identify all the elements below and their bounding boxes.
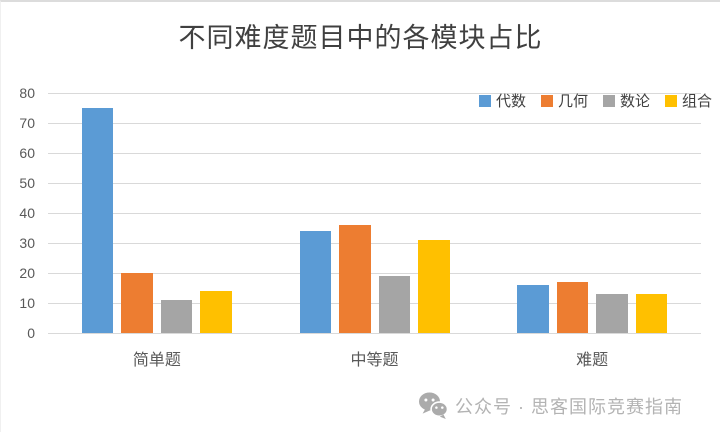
legend-swatch xyxy=(478,94,491,107)
legend: 代数 几何 数论 组合 xyxy=(478,90,712,111)
x-axis-category-label: 难题 xyxy=(576,352,609,369)
bar-组合-难题 xyxy=(635,294,668,333)
bar-几何-难题 xyxy=(556,282,589,333)
wechat-icon xyxy=(418,391,448,420)
legend-swatch xyxy=(664,94,677,107)
bar-代数-难题 xyxy=(517,285,549,333)
y-axis-tick-label: 60 xyxy=(19,145,35,161)
y-axis-tick-label: 10 xyxy=(19,295,35,311)
bar-几何-中等题 xyxy=(339,225,371,333)
legend-label: 组合 xyxy=(681,93,712,110)
legend-label: 数论 xyxy=(619,93,650,110)
legend-item: 几何 xyxy=(540,90,588,111)
gridline xyxy=(48,273,701,274)
footer: 公众号 · 思客国际竞赛指南 xyxy=(418,391,683,420)
y-axis-tick-label: 40 xyxy=(19,205,35,221)
bar-几何-简单题 xyxy=(121,273,153,333)
y-axis-tick-label: 80 xyxy=(19,85,35,101)
bar-数论-简单题 xyxy=(160,300,193,333)
x-axis-category-label: 简单题 xyxy=(132,352,181,369)
x-axis-category-label: 中等题 xyxy=(350,352,399,369)
plot-area xyxy=(48,93,701,334)
y-axis: 0 10 20 30 40 50 60 70 80 xyxy=(1,86,41,340)
gridline xyxy=(48,303,701,304)
x-axis: 简单题 中等题 难题 xyxy=(48,346,701,369)
footer-text: 公众号 · 思客国际竞赛指南 xyxy=(455,396,683,417)
y-axis-tick-label: 0 xyxy=(27,325,35,341)
gridline xyxy=(48,243,701,244)
y-axis-tick-label: 20 xyxy=(19,265,35,281)
gridline xyxy=(48,153,701,154)
gridline xyxy=(48,123,701,124)
y-axis-tick-label: 70 xyxy=(19,115,35,131)
y-axis-tick-label: 30 xyxy=(19,235,35,251)
legend-label: 几何 xyxy=(557,93,588,110)
bar-代数-简单题 xyxy=(81,108,114,333)
bar-数论-难题 xyxy=(596,294,628,333)
bar-代数-中等题 xyxy=(299,231,331,333)
bar-数论-中等题 xyxy=(378,276,410,333)
gridline xyxy=(48,333,701,334)
legend-label: 代数 xyxy=(495,93,526,110)
legend-item: 组合 xyxy=(664,90,712,111)
gridline xyxy=(48,93,701,94)
legend-item: 代数 xyxy=(478,90,526,111)
gridline xyxy=(48,183,701,184)
legend-swatch xyxy=(602,94,615,107)
bar-组合-中等题 xyxy=(418,240,450,333)
gridline xyxy=(48,213,701,214)
y-axis-tick-label: 50 xyxy=(19,175,35,191)
bar-组合-简单题 xyxy=(200,291,232,333)
legend-swatch xyxy=(540,94,553,107)
chart-title: 不同难度题目中的各模块占比 xyxy=(178,23,543,53)
legend-item: 数论 xyxy=(602,90,650,111)
